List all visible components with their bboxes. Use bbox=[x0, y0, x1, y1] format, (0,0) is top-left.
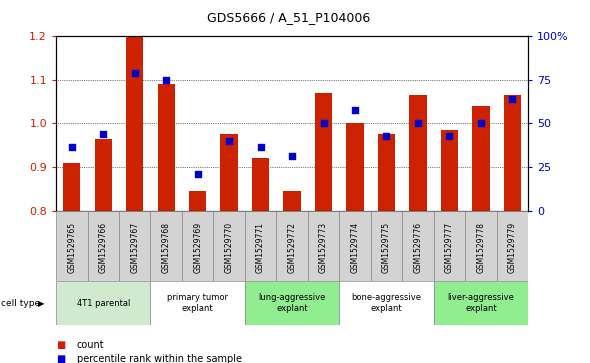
Bar bbox=[94, 139, 112, 211]
Text: primary tumor
explant: primary tumor explant bbox=[167, 293, 228, 313]
Bar bbox=[158, 84, 175, 211]
Text: ▶: ▶ bbox=[38, 299, 45, 307]
Text: bone-aggressive
explant: bone-aggressive explant bbox=[352, 293, 421, 313]
Bar bbox=[434, 281, 528, 325]
Text: GSM1529775: GSM1529775 bbox=[382, 222, 391, 273]
Bar bbox=[56, 281, 150, 325]
Bar bbox=[119, 211, 150, 281]
Bar bbox=[465, 211, 497, 281]
Text: 4T1 parental: 4T1 parental bbox=[77, 299, 130, 307]
Bar bbox=[497, 211, 528, 281]
Bar bbox=[346, 123, 363, 211]
Text: GSM1529774: GSM1529774 bbox=[350, 222, 359, 273]
Point bbox=[224, 138, 234, 144]
Text: GSM1529778: GSM1529778 bbox=[476, 222, 486, 273]
Point bbox=[193, 171, 202, 176]
Bar bbox=[189, 191, 206, 211]
Bar bbox=[245, 281, 339, 325]
Text: GSM1529767: GSM1529767 bbox=[130, 222, 139, 273]
Bar bbox=[63, 163, 80, 211]
Point bbox=[256, 144, 266, 150]
Bar bbox=[56, 211, 87, 281]
Text: GSM1529768: GSM1529768 bbox=[162, 222, 171, 273]
Text: GSM1529766: GSM1529766 bbox=[99, 222, 108, 273]
Bar bbox=[150, 281, 245, 325]
Bar bbox=[276, 211, 308, 281]
Text: GDS5666 / A_51_P104006: GDS5666 / A_51_P104006 bbox=[208, 11, 371, 24]
Text: GSM1529770: GSM1529770 bbox=[225, 222, 234, 273]
Point bbox=[287, 153, 297, 159]
Text: GSM1529773: GSM1529773 bbox=[319, 222, 328, 273]
Bar bbox=[434, 211, 465, 281]
Text: liver-aggressive
explant: liver-aggressive explant bbox=[447, 293, 514, 313]
Point bbox=[99, 131, 108, 137]
Bar bbox=[371, 211, 402, 281]
Bar bbox=[339, 281, 434, 325]
Bar bbox=[315, 93, 332, 211]
Bar bbox=[472, 106, 490, 211]
Point bbox=[162, 77, 171, 83]
Text: percentile rank within the sample: percentile rank within the sample bbox=[77, 354, 242, 363]
Point bbox=[350, 107, 360, 113]
Bar bbox=[402, 211, 434, 281]
Text: GSM1529776: GSM1529776 bbox=[414, 222, 422, 273]
Bar bbox=[87, 211, 119, 281]
Point bbox=[382, 134, 391, 139]
Text: GSM1529769: GSM1529769 bbox=[193, 222, 202, 273]
Text: count: count bbox=[77, 340, 104, 350]
Point bbox=[67, 144, 77, 150]
Text: GSM1529771: GSM1529771 bbox=[256, 222, 265, 273]
Point bbox=[413, 121, 422, 126]
Text: cell type: cell type bbox=[1, 299, 40, 307]
Text: lung-aggressive
explant: lung-aggressive explant bbox=[258, 293, 326, 313]
Point bbox=[476, 121, 486, 126]
Text: GSM1529777: GSM1529777 bbox=[445, 222, 454, 273]
Bar bbox=[378, 134, 395, 211]
Bar bbox=[214, 211, 245, 281]
Point bbox=[445, 134, 454, 139]
Bar bbox=[245, 211, 276, 281]
Text: GSM1529772: GSM1529772 bbox=[287, 222, 297, 273]
Bar bbox=[252, 158, 269, 211]
Point bbox=[507, 97, 517, 102]
Bar bbox=[150, 211, 182, 281]
Bar bbox=[409, 95, 427, 211]
Text: ■: ■ bbox=[56, 354, 65, 363]
Bar bbox=[308, 211, 339, 281]
Point bbox=[319, 121, 328, 126]
Bar bbox=[221, 134, 238, 211]
Bar bbox=[339, 211, 371, 281]
Bar bbox=[504, 95, 521, 211]
Text: GSM1529779: GSM1529779 bbox=[508, 222, 517, 273]
Point bbox=[130, 70, 139, 76]
Bar bbox=[283, 191, 301, 211]
Text: ■: ■ bbox=[56, 340, 65, 350]
Bar bbox=[126, 36, 143, 211]
Text: GSM1529765: GSM1529765 bbox=[67, 222, 76, 273]
Bar bbox=[182, 211, 214, 281]
Bar bbox=[441, 130, 458, 211]
